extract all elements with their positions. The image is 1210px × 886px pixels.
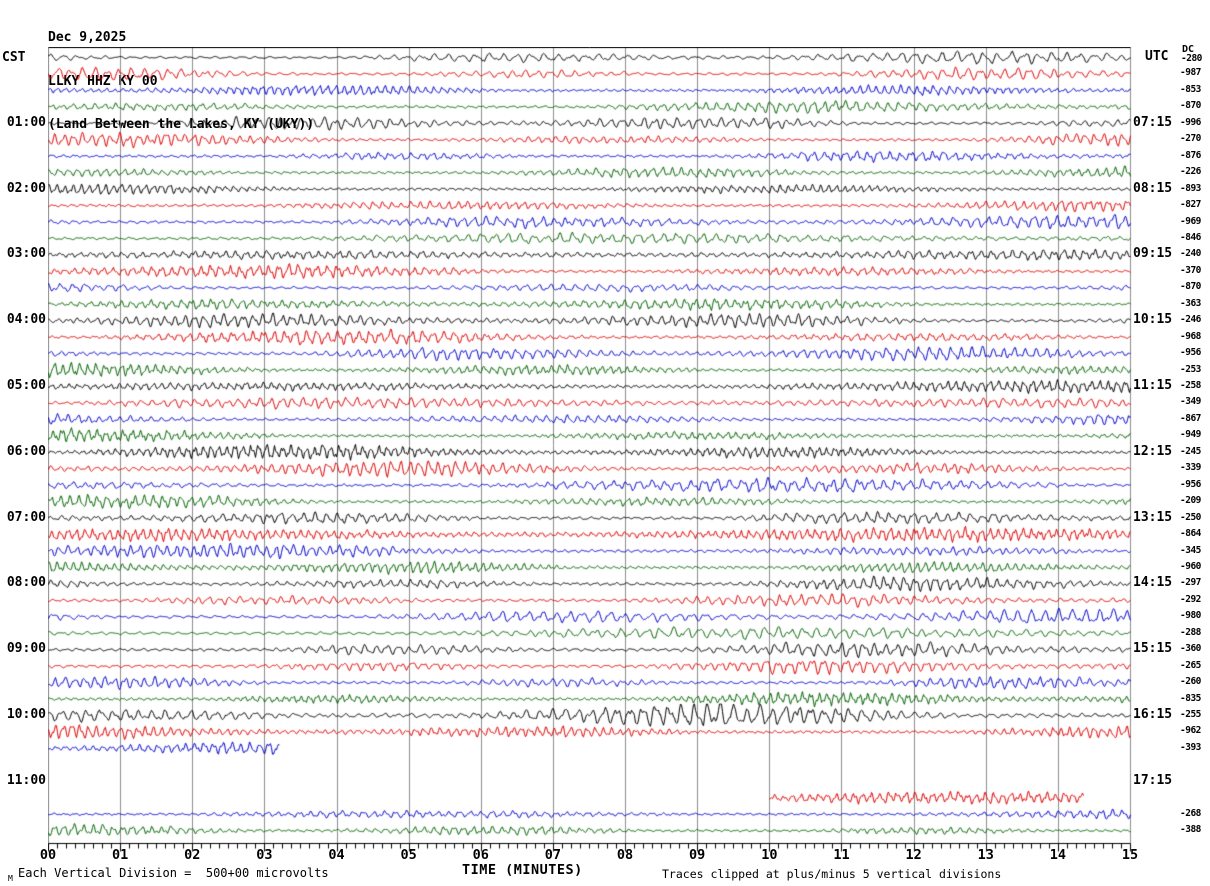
dc-offset-value: -349 bbox=[1180, 396, 1201, 408]
x-tick-label: 12 bbox=[905, 847, 922, 863]
dc-offset-value: -870 bbox=[1180, 100, 1201, 112]
x-tick-label: 14 bbox=[1049, 847, 1066, 863]
dc-offset-value: -867 bbox=[1180, 412, 1201, 424]
x-tick-label: 02 bbox=[184, 847, 201, 863]
dc-offset-value: -265 bbox=[1180, 659, 1201, 671]
cst-hour-label: 09:00 bbox=[6, 641, 46, 657]
dc-offset-value: -209 bbox=[1180, 495, 1201, 507]
utc-hour-label: 11:15 bbox=[1133, 378, 1173, 393]
dc-offset-value: -250 bbox=[1180, 511, 1201, 523]
cst-hour-label: 07:00 bbox=[6, 509, 46, 525]
utc-hour-label: 17:15 bbox=[1133, 772, 1173, 788]
x-tick-label: 11 bbox=[833, 847, 850, 863]
x-tick-label: 05 bbox=[400, 847, 417, 863]
corner-mark: M bbox=[8, 874, 13, 883]
title-date: Dec 9,2025 bbox=[48, 30, 127, 45]
dc-offset-value: -956 bbox=[1180, 478, 1201, 490]
cst-hour-label: 11:00 bbox=[6, 772, 46, 788]
cst-hour-label: 03:00 bbox=[6, 246, 46, 262]
dc-offset-value: -363 bbox=[1180, 297, 1201, 309]
dc-offset-value: -864 bbox=[1180, 528, 1201, 540]
cst-timezone-header: CST bbox=[2, 50, 26, 65]
dc-offset-value: -956 bbox=[1180, 347, 1201, 359]
x-tick-label: 01 bbox=[111, 847, 129, 863]
x-tick-label: 08 bbox=[616, 847, 634, 863]
utc-hour-label: 13:15 bbox=[1133, 509, 1173, 525]
dc-offset-value: -292 bbox=[1180, 593, 1201, 605]
dc-offset-value: -870 bbox=[1180, 281, 1201, 293]
x-tick-label: 07 bbox=[544, 847, 562, 863]
dc-offset-value: -270 bbox=[1180, 133, 1201, 145]
dc-offset-value: -827 bbox=[1180, 199, 1201, 211]
dc-offset-value: -370 bbox=[1180, 264, 1201, 276]
x-tick-label: 15 bbox=[1121, 847, 1139, 863]
seismogram-trace-canvas bbox=[48, 47, 1132, 859]
dc-offset-value: -853 bbox=[1180, 83, 1201, 95]
x-tick-label: 00 bbox=[39, 847, 57, 863]
cst-hour-label: 08:00 bbox=[6, 575, 46, 591]
vertical-scale-note: Each Vertical Division = 500+00 microvol… bbox=[18, 866, 329, 880]
dc-offset-header: DC bbox=[1182, 44, 1195, 55]
x-tick-label: 13 bbox=[977, 847, 994, 863]
dc-offset-value: -288 bbox=[1180, 626, 1201, 638]
dc-offset-value: -980 bbox=[1180, 610, 1201, 622]
dc-offset-value: -268 bbox=[1180, 807, 1201, 819]
utc-hour-label: 10:15 bbox=[1133, 312, 1173, 328]
utc-hour-label: 14:15 bbox=[1133, 575, 1173, 591]
utc-hour-label: 08:15 bbox=[1133, 180, 1173, 196]
dc-offset-value: -260 bbox=[1180, 676, 1201, 688]
dc-offset-value: -258 bbox=[1180, 380, 1201, 391]
utc-hour-label: 15:15 bbox=[1133, 641, 1173, 657]
utc-timezone-header: UTC bbox=[1145, 49, 1169, 64]
dc-offset-value: -360 bbox=[1180, 643, 1201, 655]
x-tick-label: 06 bbox=[472, 847, 489, 863]
dc-offset-value: -876 bbox=[1180, 149, 1201, 161]
utc-hour-label: 09:15 bbox=[1133, 246, 1173, 262]
dc-offset-value: -835 bbox=[1180, 692, 1201, 704]
x-tick-label: 03 bbox=[256, 847, 273, 863]
x-axis-title: TIME (MINUTES) bbox=[462, 862, 583, 878]
dc-offset-value: -893 bbox=[1180, 182, 1201, 194]
dc-offset-value: -345 bbox=[1180, 544, 1201, 556]
x-tick-label: 04 bbox=[328, 847, 345, 863]
dc-offset-value: -962 bbox=[1180, 725, 1201, 737]
cst-hour-label: 02:00 bbox=[6, 180, 46, 196]
cst-hour-label: 04:00 bbox=[6, 312, 46, 328]
dc-offset-value: -968 bbox=[1180, 330, 1201, 342]
dc-offset-value: -393 bbox=[1180, 741, 1201, 753]
x-tick-label: 09 bbox=[689, 847, 706, 863]
x-tick-label: 10 bbox=[761, 847, 778, 863]
dc-offset-value: -987 bbox=[1180, 67, 1201, 79]
dc-offset-value: -846 bbox=[1180, 231, 1201, 243]
utc-hour-label: 12:15 bbox=[1133, 443, 1173, 459]
cst-hour-label: 01:00 bbox=[6, 114, 46, 130]
utc-hour-label: 07:15 bbox=[1133, 114, 1173, 130]
dc-offset-value: -255 bbox=[1180, 709, 1201, 720]
dc-offset-value: -996 bbox=[1180, 116, 1201, 128]
cst-hour-label: 05:00 bbox=[6, 378, 46, 393]
dc-offset-value: -339 bbox=[1180, 462, 1201, 474]
utc-hour-label: 16:15 bbox=[1133, 707, 1173, 722]
dc-offset-value: -240 bbox=[1180, 248, 1201, 260]
dc-offset-value: -297 bbox=[1180, 577, 1201, 589]
dc-offset-value: -960 bbox=[1180, 560, 1201, 572]
dc-offset-value: -246 bbox=[1180, 314, 1201, 326]
dc-offset-value: -388 bbox=[1180, 824, 1201, 836]
dc-offset-value: -253 bbox=[1180, 363, 1201, 375]
dc-offset-value: -969 bbox=[1180, 215, 1201, 227]
cst-hour-label: 10:00 bbox=[6, 707, 46, 722]
dc-offset-value: -949 bbox=[1180, 429, 1201, 441]
dc-offset-value: -245 bbox=[1180, 445, 1201, 457]
dc-offset-first-value: -280 bbox=[1181, 53, 1202, 64]
cst-hour-label: 06:00 bbox=[6, 443, 46, 459]
dc-offset-value: -226 bbox=[1180, 166, 1201, 178]
clip-note: Traces clipped at plus/minus 5 vertical … bbox=[662, 867, 1002, 881]
